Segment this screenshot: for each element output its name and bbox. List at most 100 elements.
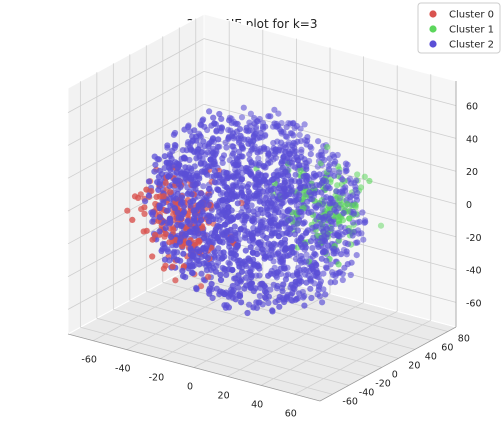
scatter-point-2 <box>319 206 326 213</box>
scatter-point-2 <box>263 205 270 212</box>
scatter-point-1 <box>346 215 353 222</box>
scatter-point-2 <box>180 250 187 257</box>
scatter-point-2 <box>270 240 277 247</box>
scatter-point-2 <box>243 203 250 210</box>
scatter-point-2 <box>164 248 172 255</box>
scatter-point-2 <box>289 243 296 251</box>
scatter-point-2 <box>315 152 322 159</box>
scatter-point-2 <box>353 252 360 259</box>
y-tick-label: -20 <box>375 378 391 389</box>
scatter-point-2 <box>244 183 251 190</box>
scatter-point-2 <box>237 226 244 233</box>
scatter-point-2 <box>211 179 218 186</box>
scatter-point-2 <box>303 258 310 265</box>
scatter-point-2 <box>259 280 266 287</box>
scatter-point-2 <box>245 193 253 200</box>
y-tick-label: 20 <box>408 360 420 371</box>
scatter-point-2 <box>280 188 287 195</box>
scatter-point-2 <box>190 252 197 259</box>
scatter-point-2 <box>343 167 350 174</box>
z-tick-label: 0 <box>466 200 472 211</box>
scatter-point-2 <box>155 186 162 193</box>
scatter-point-2 <box>161 165 168 172</box>
scatter-point-2 <box>234 213 241 221</box>
scatter-point-1 <box>361 173 368 180</box>
scatter-point-2 <box>293 295 300 302</box>
scatter-point-2 <box>232 229 239 236</box>
scatter-point-2 <box>307 143 314 150</box>
scatter-point-2 <box>289 289 296 297</box>
scatter-point-0 <box>195 237 202 244</box>
scatter-point-2 <box>220 178 227 186</box>
scatter-point-2 <box>248 141 255 148</box>
scatter-point-2 <box>304 137 311 144</box>
scatter-point-2 <box>243 124 250 131</box>
scatter-point-2 <box>173 169 180 176</box>
scatter-point-2 <box>236 292 244 300</box>
scatter-point-2 <box>206 290 213 297</box>
scatter-point-2 <box>248 202 255 209</box>
scatter-point-2 <box>307 275 314 282</box>
scatter-point-2 <box>262 132 269 139</box>
scatter-point-2 <box>247 244 254 251</box>
scatter-point-2 <box>156 167 163 174</box>
grid-line-y <box>80 326 333 395</box>
scatter-point-2 <box>242 274 249 281</box>
scatter-point-2 <box>257 206 264 213</box>
scatter-point-2 <box>170 131 177 138</box>
scatter-point-2 <box>330 271 337 278</box>
scatter-point-2 <box>274 123 281 130</box>
scatter-point-2 <box>342 240 349 247</box>
scatter-point-2 <box>307 238 314 245</box>
x-tick-label: -40 <box>115 364 131 375</box>
scatter-point-2 <box>260 163 268 170</box>
scatter-point-2 <box>161 153 168 160</box>
scatter-point-2 <box>352 186 359 193</box>
grid-line-x <box>227 302 364 377</box>
scatter-point-2 <box>228 237 235 244</box>
y-tick-label: 40 <box>425 351 437 362</box>
scatter-point-1 <box>324 144 331 151</box>
scatter-point-0 <box>205 273 212 280</box>
axis-ticks: -60-40-200204060-60-40-20020406080-60-40… <box>81 102 481 420</box>
grid-line-z <box>67 38 205 113</box>
scatter-point-2 <box>200 138 207 145</box>
scatter-point-2 <box>242 247 249 254</box>
scatter-point-2 <box>179 199 186 206</box>
scatter-point-2 <box>296 131 303 139</box>
scatter-point-2 <box>326 185 333 192</box>
scatter-point-2 <box>288 159 295 166</box>
scatter-point-2 <box>191 217 198 224</box>
scatter-point-2 <box>298 146 305 153</box>
scatter-point-0 <box>148 188 155 195</box>
scatter-point-0 <box>135 194 142 201</box>
scatter-point-2 <box>290 139 297 146</box>
scatter-point-2 <box>188 176 195 183</box>
scatter-point-2 <box>256 272 263 279</box>
scatter-point-2 <box>319 238 326 245</box>
y-tick-label: 60 <box>441 343 453 354</box>
scatter-point-2 <box>178 222 185 229</box>
scatter-point-2 <box>230 287 237 294</box>
scatter-point-2 <box>328 225 335 232</box>
scatter-point-2 <box>322 213 329 220</box>
scatter-point-2 <box>255 299 262 306</box>
scatter-point-2 <box>285 271 292 278</box>
scatter-point-2 <box>206 262 213 269</box>
scatter-point-2 <box>228 250 235 257</box>
scatter-point-2 <box>197 160 204 167</box>
scatter-point-2 <box>275 185 282 192</box>
scatter-point-2 <box>209 149 217 157</box>
scatter-point-2 <box>265 211 272 218</box>
scatter-point-2 <box>260 176 268 183</box>
scatter-point-2 <box>307 285 314 292</box>
scatter-point-2 <box>246 119 253 126</box>
scatter-point-2 <box>210 114 217 121</box>
scatter-point-2 <box>273 269 280 276</box>
scatter-point-0 <box>169 263 176 270</box>
scatter-point-2 <box>259 188 266 195</box>
scatter-point-2 <box>225 134 232 141</box>
grid-line-y <box>129 299 382 368</box>
scatter-point-2 <box>193 257 201 264</box>
scatter-point-2 <box>326 210 333 217</box>
